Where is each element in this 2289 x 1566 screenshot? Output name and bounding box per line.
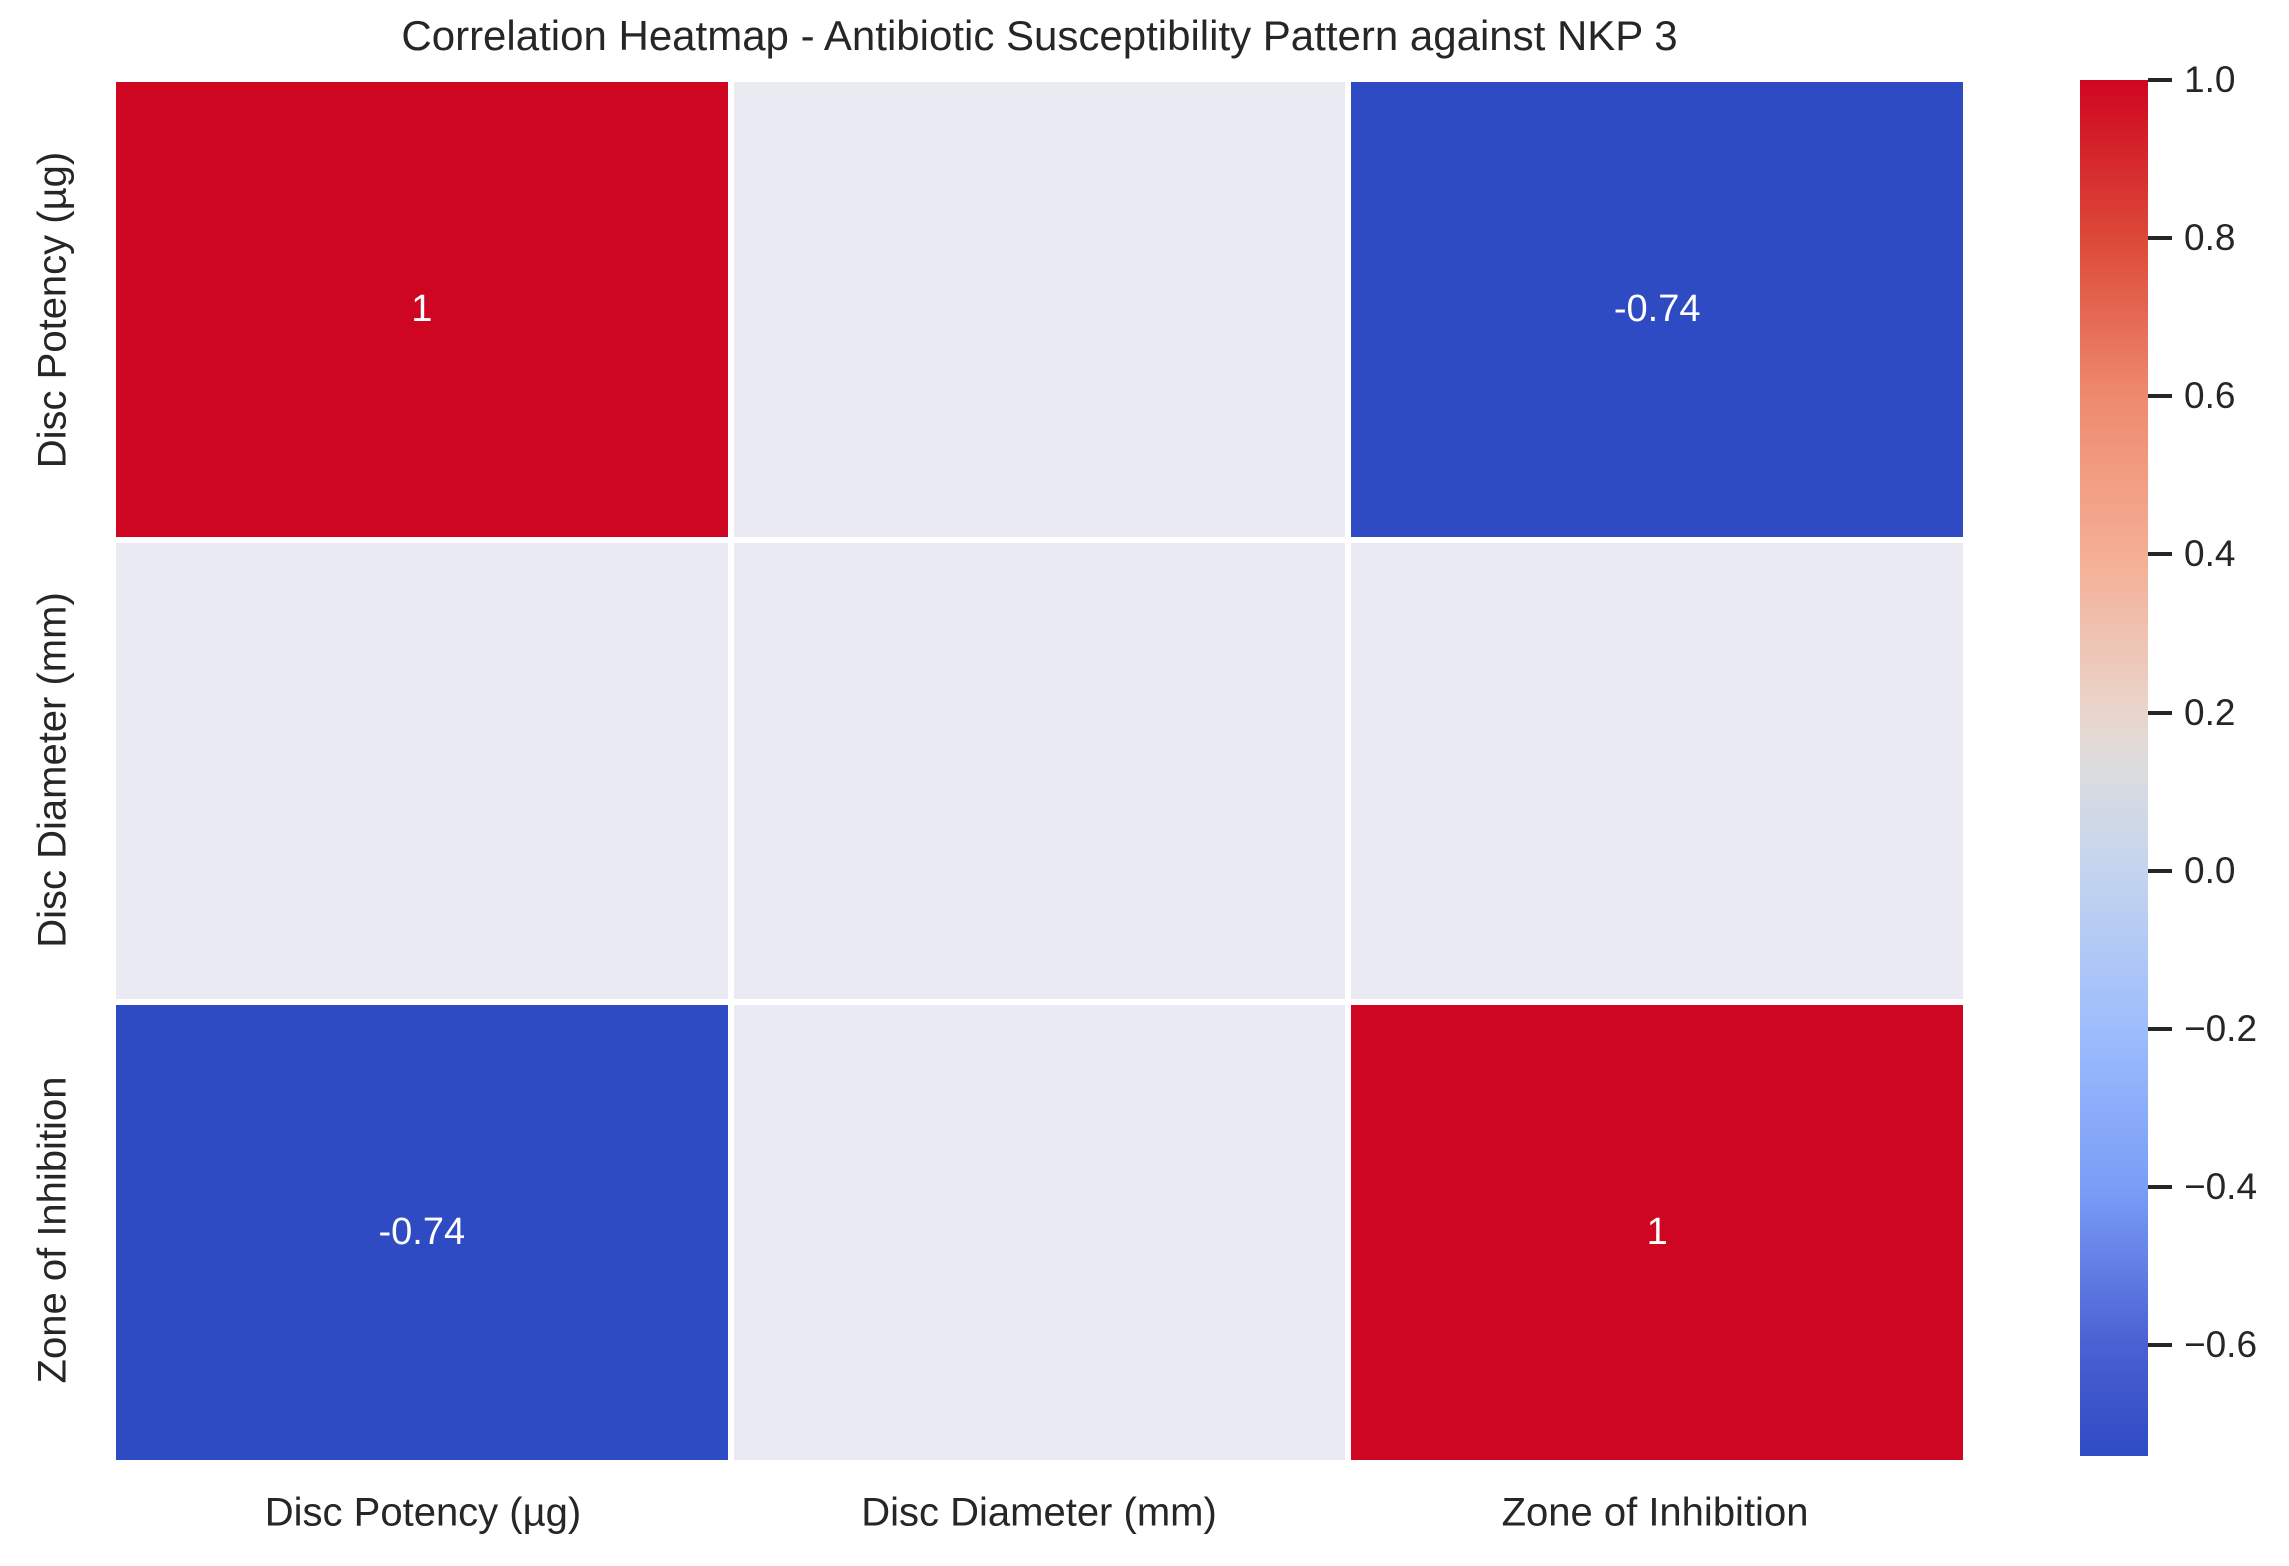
- colorbar-tick-label: 0.0: [2184, 849, 2236, 891]
- colorbar-tick-label: −0.4: [2184, 1166, 2258, 1208]
- y-tick-label-2: Zone of Inhibition: [30, 1076, 75, 1384]
- colorbar-tick-label: 0.6: [2184, 375, 2236, 417]
- colorbar-tick-mark: [2148, 1185, 2172, 1190]
- x-tick-label-0: Disc Potency (µg): [264, 1490, 582, 1535]
- colorbar-tick-mark: [2148, 394, 2172, 399]
- colorbar-tick-mark: [2148, 868, 2172, 873]
- heatmap-cell-2-2: 1: [1351, 1004, 1963, 1460]
- colorbar: [2080, 80, 2148, 1456]
- heatmap-cell-0-0: 1: [116, 82, 728, 538]
- chart-title: Correlation Heatmap - Antibiotic Suscept…: [401, 12, 1678, 59]
- colorbar-tick-label: 0.2: [2184, 691, 2236, 733]
- cell-annotation: 1: [411, 288, 433, 331]
- cell-annotation: -0.74: [378, 1210, 466, 1253]
- colorbar-tick-mark: [2148, 1026, 2172, 1031]
- colorbar-tick-mark: [2148, 1343, 2172, 1348]
- cell-annotation: 1: [1646, 1210, 1668, 1253]
- y-tick-label-0: Disc Potency (µg): [30, 151, 75, 469]
- colorbar-tick-label: 0.8: [2184, 217, 2236, 259]
- heatmap-cell-2-1: [733, 1004, 1346, 1460]
- heatmap-cell-2-0: -0.74: [116, 1004, 728, 1460]
- y-tick-label-1: Disc Diameter (mm): [30, 592, 75, 948]
- colorbar-tick-label: 1.0: [2184, 59, 2236, 100]
- heatmap-cell-1-2: [1351, 543, 1963, 999]
- colorbar-tick-mark: [2148, 710, 2172, 715]
- x-tick-label-1: Disc Diameter (mm): [861, 1490, 1217, 1535]
- colorbar-tick-label: 0.4: [2184, 533, 2236, 575]
- colorbar-tick-label: −0.6: [2184, 1324, 2258, 1366]
- colorbar-tick-mark: [2148, 552, 2172, 557]
- heatmap-cell-0-1: [733, 82, 1346, 538]
- cell-annotation: -0.74: [1613, 288, 1701, 331]
- heatmap-cell-1-1: [733, 543, 1346, 999]
- colorbar-tick-label: −0.2: [2184, 1007, 2258, 1049]
- heatmap-cell-1-0: [116, 543, 728, 999]
- colorbar-tick-mark: [2148, 78, 2172, 82]
- colorbar-tick-mark: [2148, 236, 2172, 241]
- heatmap-grid: 1 -0.74 -0.74 1: [116, 82, 1963, 1460]
- x-tick-label-2: Zone of Inhibition: [1501, 1490, 1809, 1535]
- heatmap-cell-0-2: -0.74: [1351, 82, 1963, 538]
